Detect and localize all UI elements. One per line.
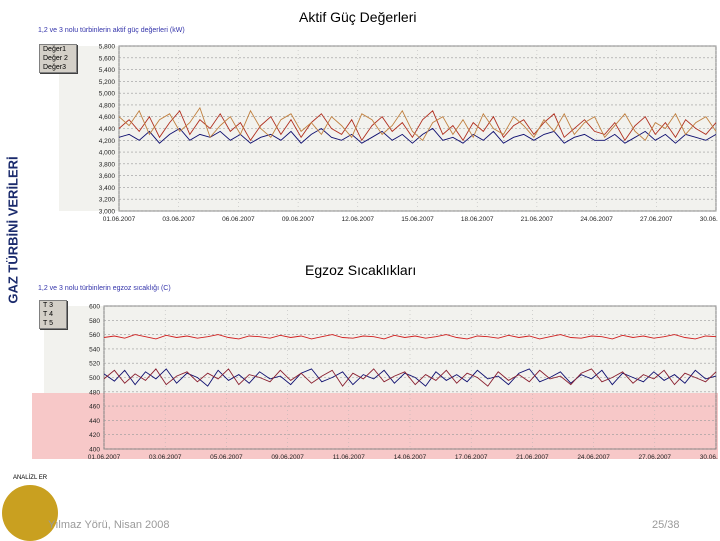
legend-item: Değer 2	[43, 55, 68, 62]
y-tick-label: 4,400	[99, 126, 116, 133]
series-line	[103, 368, 717, 387]
legend-item: T 4	[43, 311, 53, 318]
x-tick-label: 17.06.2007	[455, 454, 488, 461]
exhaust-chart: 600 580 560 540 520 500 480 460 440 420 40001.06.2…	[32, 283, 718, 466]
x-tick-label: 03.06.2007	[162, 216, 195, 223]
legend-item: Değer3	[43, 64, 66, 71]
y-tick-label: 560	[89, 332, 100, 339]
x-tick-label: 09.06.2007	[271, 454, 304, 461]
y-tick-label: 420	[89, 432, 100, 439]
x-tick-label: 15.06.2007	[401, 216, 434, 223]
y-tick-label: 5,600	[99, 55, 116, 62]
x-tick-label: 27.06.2007	[640, 216, 673, 223]
y-tick-label: 3,400	[99, 185, 116, 192]
power-chart: 5,800 5,600 5,400 5,200 5,000 4,800 4,600 4,400…	[32, 26, 718, 230]
side-title: GAZ TÜRBİNİ VERİLERİ	[0, 90, 26, 370]
x-tick-label: 01.06.2007	[103, 216, 136, 223]
power-legend: Değer1 Değer 2 Değer3	[39, 44, 77, 73]
y-tick-label: 3,800	[99, 161, 116, 168]
y-tick-label: 5,000	[99, 91, 116, 98]
x-tick-label: 06.06.2007	[222, 216, 255, 223]
y-tick-label: 4,200	[99, 138, 116, 145]
exhaust-chart-screenshot: 600 580 560 540 520 500 480 460 440 420 400 01.06.2…	[32, 283, 718, 466]
y-tick-label: 5,200	[99, 79, 116, 86]
y-tick-label: 440	[89, 418, 100, 425]
x-tick-label: 11.06.2007	[333, 454, 365, 461]
y-tick-label: 400	[89, 447, 100, 454]
x-tick-label: 14.06.2007	[394, 454, 427, 461]
series-line	[118, 106, 717, 142]
y-tick-label: 3,000	[99, 209, 116, 216]
y-tick-label: 580	[89, 318, 100, 325]
footer-author: Yılmaz Yörü, Nisan 2008	[48, 519, 170, 531]
x-tick-label: 21.06.2007	[516, 454, 549, 461]
power-chart-subtitle: 1,2 ve 3 nolu türbinlerin aktif güç değe…	[38, 27, 185, 34]
side-title-text: GAZ TÜRBİNİ VERİLERİ	[5, 156, 21, 304]
exhaust-chart-subtitle: 1,2 ve 3 nolu türbinlerin egzoz sıcaklığ…	[38, 285, 171, 292]
series-line	[103, 334, 717, 340]
x-tick-label: 03.06.2007	[149, 454, 182, 461]
y-tick-label: 3,200	[99, 197, 116, 204]
x-tick-label: 01.06.2007	[88, 454, 121, 461]
legend-item: Değer1	[43, 46, 66, 53]
exhaust-panel-title: Egzoz Sıcaklıkları	[305, 262, 417, 278]
legend-item: T 5	[43, 320, 53, 327]
page-number: 25/38	[652, 519, 680, 531]
y-tick-label: 4,800	[99, 102, 116, 109]
alarm-band	[32, 393, 718, 459]
y-tick-label: 480	[89, 389, 100, 396]
series-line	[118, 109, 717, 142]
logo-circle	[2, 485, 58, 541]
x-tick-label: 27.06.2007	[639, 454, 672, 461]
x-tick-label: 05.06.2007	[210, 454, 243, 461]
x-tick-label: 24.06.2007	[577, 454, 610, 461]
x-tick-label: 30.06.2007	[700, 454, 718, 461]
y-tick-label: 600	[89, 304, 100, 311]
y-tick-label: 500	[89, 375, 100, 382]
y-tick-label: 5,400	[99, 67, 116, 74]
badge-label: ANALİZL ER	[12, 475, 48, 481]
power-panel-title: Aktif Güç Değerleri	[299, 9, 417, 25]
x-tick-label: 09.06.2007	[282, 216, 315, 223]
x-tick-label: 24.06.2007	[580, 216, 613, 223]
y-tick-label: 4,600	[99, 114, 116, 121]
legend-item: T 3	[43, 302, 53, 309]
series-line	[103, 368, 717, 387]
y-tick-label: 5,800	[99, 44, 116, 51]
series-line	[118, 127, 717, 144]
y-tick-label: 3,600	[99, 173, 116, 180]
y-tick-label: 460	[89, 404, 100, 411]
power-chart-screenshot: 5,800 5,600 5,400 5,200 5,000 4,800 4,600 4,400…	[32, 26, 718, 230]
exhaust-legend: T 3 T 4 T 5	[39, 300, 67, 329]
y-tick-label: 540	[89, 346, 100, 353]
y-tick-label: 520	[89, 361, 100, 368]
x-tick-label: 18.06.2007	[461, 216, 494, 223]
x-tick-label: 21.06.2007	[521, 216, 554, 223]
x-tick-label: 12.06.2007	[342, 216, 375, 223]
y-tick-label: 4,000	[99, 150, 116, 157]
x-tick-label: 30.06.2007	[700, 216, 718, 223]
